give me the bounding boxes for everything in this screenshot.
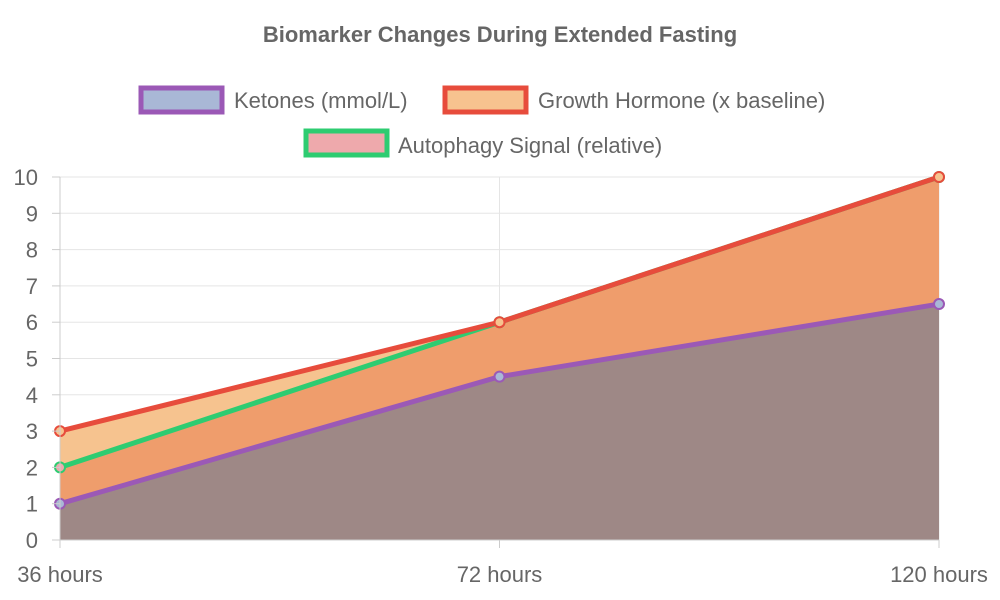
legend-item-2[interactable]: Growth Hormone (x baseline) [442,85,825,115]
data-point-1-3[interactable] [933,298,945,311]
legend-label-2: Growth Hormone (x baseline) [538,88,825,113]
y-tick-label: 4 [26,383,38,408]
autophagy-area [60,177,939,504]
x-tick-label: 72 hours [457,562,543,587]
y-tick-label: 5 [26,347,38,372]
x-axis: 36 hours 72 hours 120 hours [17,539,988,587]
y-tick-label: 8 [26,238,38,263]
legend-swatch-2 [442,85,529,115]
legend: Ketones (mmol/L) Growth Hormone (x baseli… [138,85,825,158]
data-point-2-3[interactable] [933,171,945,183]
legend-item-3[interactable]: Autophagy Signal (relative) [303,128,662,158]
chart-title: Biomarker Changes During Extended Fastin… [263,22,737,47]
legend-swatch-1 [138,85,225,115]
y-tick-label: 2 [26,455,38,480]
legend-label-3: Autophagy Signal (relative) [398,133,662,158]
data-point-2-2[interactable] [493,316,506,329]
y-tick-label: 3 [26,419,38,444]
x-tick-label: 120 hours [890,562,988,587]
y-tick-label: 9 [26,201,38,226]
y-tick-label: 6 [26,310,38,335]
y-tick-label: 10 [14,165,38,190]
legend-item-1[interactable]: Ketones (mmol/L) [138,85,408,115]
data-point-1-2[interactable] [493,370,506,383]
y-tick-label: 1 [26,492,38,517]
y-axis: 0 1 2 3 4 5 6 7 8 9 10 [14,165,61,553]
y-tick-label: 0 [26,528,38,553]
legend-swatch-3 [303,128,390,158]
legend-label-1: Ketones (mmol/L) [234,88,408,113]
x-tick-label: 36 hours [17,562,103,587]
y-tick-label: 7 [26,274,38,299]
ketones-area [60,304,939,540]
